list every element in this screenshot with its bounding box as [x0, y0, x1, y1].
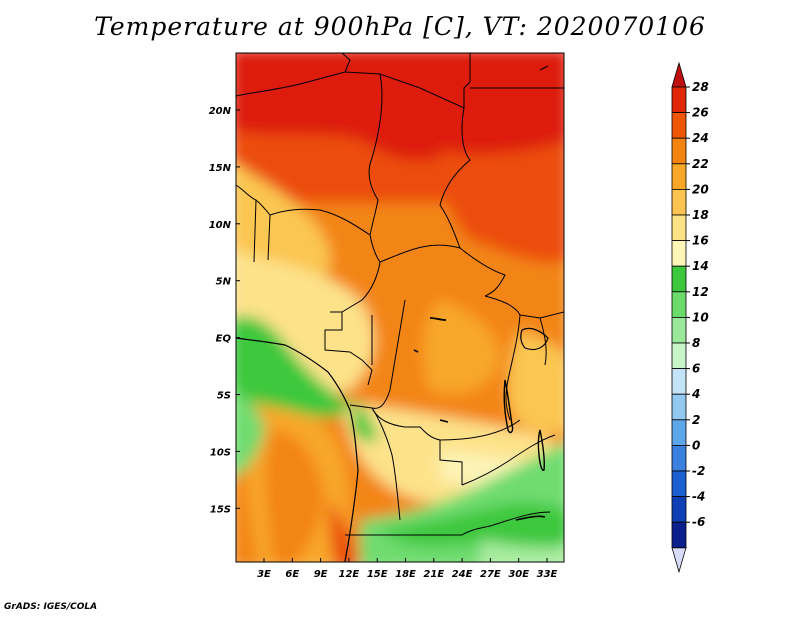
- colorbar-label: 6: [692, 362, 700, 376]
- credit-label: GrADS: IGES/COLA: [4, 602, 98, 612]
- colorbar-label: -2: [692, 464, 705, 478]
- lon-tick-label: 33E: [537, 569, 558, 580]
- lon-tick-label: 9E: [314, 569, 328, 580]
- lon-tick-label: 24E: [452, 569, 473, 580]
- field-se-darkgreen: [380, 502, 564, 548]
- field-sw-core: [265, 430, 325, 562]
- field-east-highlands: [508, 330, 564, 434]
- colorbar-swatch: [671, 393, 687, 421]
- colorbar-swatch: [671, 86, 687, 114]
- colorbar-label: 20: [692, 182, 709, 196]
- colorbar-swatch: [671, 368, 687, 395]
- lat-tick-label: 15S: [210, 504, 231, 515]
- field-namibe: [329, 500, 358, 562]
- colorbar-swatch: [671, 265, 687, 293]
- colorbar-swatch: [671, 214, 687, 242]
- map-frame: [235, 52, 565, 563]
- colorbar-swatch: [671, 240, 687, 267]
- lon-tick-label: 18E: [395, 569, 416, 580]
- colorbar-label: 10: [692, 310, 709, 324]
- lat-tick-label: 15N: [209, 163, 232, 174]
- lat-tick-label: 5S: [217, 391, 231, 402]
- colorbar-label: 26: [692, 106, 709, 120]
- lon-tick-label: 27E: [480, 569, 501, 580]
- latitude-axis: 20N 15N 10N 5N EQ 5S 10S 15S: [209, 106, 240, 515]
- colorbar-swatch: [671, 496, 687, 523]
- colorbar-label: 0: [692, 438, 700, 452]
- lat-tick-label: 5N: [216, 277, 232, 288]
- lon-tick-label: 6E: [285, 569, 299, 580]
- colorbar-label: 18: [692, 208, 709, 222]
- colorbar-label: 14: [692, 259, 709, 273]
- temperature-field: [236, 53, 564, 562]
- colorbar-label: 4: [691, 387, 700, 401]
- field-se-palegreen: [480, 540, 564, 562]
- colorbar-swatch: [671, 316, 687, 344]
- chart-title: Temperature at 900hPa [C], VT: 202007010…: [94, 12, 706, 41]
- colorbar-swatch: [671, 188, 687, 216]
- longitude-axis: 3E 6E 9E 12E 15E 18E 21E 24E 27E 30E 33E: [257, 558, 558, 580]
- lon-tick-label: 12E: [339, 569, 360, 580]
- colorbar-swatch: [671, 163, 687, 190]
- colorbar-label: 22: [692, 157, 709, 171]
- field-congo-mouth-green: [352, 400, 378, 442]
- field-ocean-lightgreen: [236, 392, 265, 477]
- lon-tick-label: 30E: [508, 569, 529, 580]
- field-east-lobe: [440, 141, 564, 263]
- colorbar-swatch: [671, 444, 687, 472]
- colorbar-label: 24: [692, 131, 709, 145]
- lon-tick-label: 3E: [257, 569, 271, 580]
- lat-tick-label: 20N: [209, 106, 232, 117]
- lat-tick-label: 10S: [210, 447, 231, 458]
- colorbar-swatch: [671, 112, 687, 139]
- colorbar-top-arrow: [671, 61, 687, 88]
- colorbar-swatch: [671, 521, 687, 549]
- lon-tick-label: 15E: [367, 569, 388, 580]
- colorbar-label: 28: [692, 80, 709, 94]
- colorbar-label: -4: [692, 490, 705, 504]
- colorbar-bottom-arrow: [671, 547, 687, 574]
- colorbar-label: -6: [692, 515, 705, 529]
- lon-tick-label: 21E: [423, 569, 444, 580]
- colorbar-label: 12: [692, 285, 709, 299]
- colorbar-label: 2: [692, 413, 700, 427]
- colorbar-label: 16: [692, 234, 709, 248]
- colorbar-swatch: [671, 419, 687, 446]
- field-north-hot: [236, 53, 564, 162]
- colorbar-swatch: [671, 470, 687, 498]
- colorbar-swatch: [671, 291, 687, 318]
- colorbar-label: 8: [692, 336, 700, 350]
- colorbar-swatch: [671, 137, 687, 165]
- field-basin-inner: [423, 300, 500, 394]
- country-borders: [236, 53, 564, 562]
- colorbar-swatch: [671, 342, 687, 370]
- lat-tick-label: EQ: [216, 334, 232, 345]
- lat-tick-label: 10N: [209, 220, 232, 231]
